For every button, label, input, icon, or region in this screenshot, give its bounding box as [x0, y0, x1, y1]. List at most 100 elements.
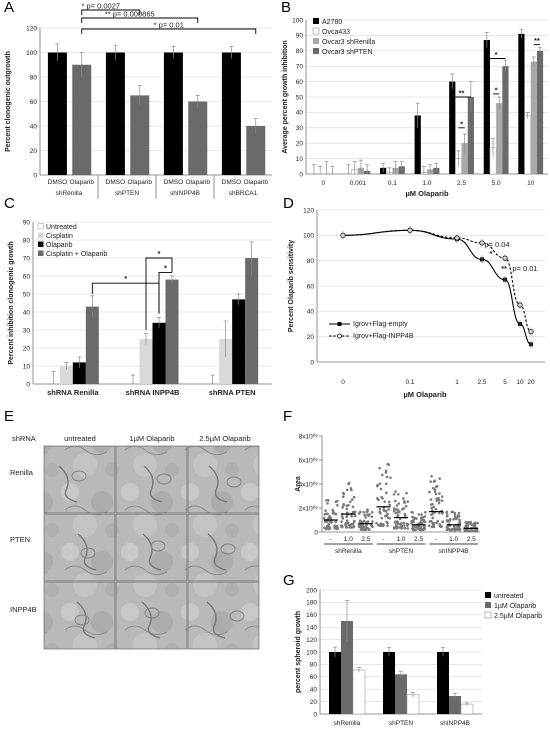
f-scatter-point	[386, 462, 389, 466]
b-bar-Ovcar3 shRenilla-10	[530, 61, 537, 174]
f-scatter-point	[386, 521, 389, 525]
f-scatter-point	[419, 516, 423, 520]
f-scatter-point	[364, 528, 368, 532]
f-scatter-point	[333, 526, 337, 530]
f-scatter-point	[445, 514, 449, 518]
a-bar-shPTEN-DMSO	[105, 52, 125, 175]
b-legend-swatch	[312, 27, 320, 35]
panel-letter-c: C	[4, 195, 15, 212]
f-scatter-point	[350, 522, 354, 526]
f-scatter-point	[334, 500, 338, 504]
f-scatter-point	[435, 521, 439, 525]
f-scatter-point	[345, 526, 349, 529]
f-scatter-point	[423, 520, 427, 524]
panel-letter-a: A	[4, 0, 14, 16]
f-scatter-point	[380, 516, 384, 520]
g-bar-untreated-shINPP4B	[437, 652, 449, 714]
f-scatter-point	[366, 513, 369, 517]
g-ytick-label: 200	[306, 587, 317, 594]
c-significance-label: *	[124, 274, 127, 283]
d-ytick-label: 80	[307, 258, 315, 265]
f-scatter-point	[423, 524, 426, 528]
a-bar-shPTEN-Olaparib	[130, 95, 150, 175]
f-scatter-point	[334, 512, 338, 516]
d-ytick-label: 0	[310, 359, 314, 366]
b-significance-label: **	[534, 36, 540, 45]
f-scatter-point	[358, 519, 362, 522]
c-significance-bracket	[91, 282, 160, 314]
d-annotation-star: *	[490, 249, 493, 258]
f-scatter-point	[429, 480, 433, 483]
c-ytick-label: 0	[26, 381, 30, 388]
g-ytick-label: 0	[313, 711, 317, 718]
f-scatter-point	[324, 527, 328, 531]
b-category-label: 0.1	[388, 180, 397, 187]
f-scatter-point	[325, 498, 328, 502]
f-scatter-point	[453, 511, 457, 515]
f-scatter-point	[449, 517, 452, 521]
a-y-axis-label: Percent clonogenic outgrowth	[5, 51, 12, 152]
a-bar-shRenilla-Olaparib	[72, 64, 92, 175]
b-bar-A2780-10	[518, 33, 525, 174]
f-scatter-point	[406, 500, 410, 504]
f-dose-label: 2.5	[467, 536, 476, 543]
f-scatter-point	[455, 517, 458, 521]
c-bar-Cisplatin + Olaparib-shRNA PTEN	[245, 258, 259, 384]
f-scatter-point	[417, 513, 421, 516]
g-category-label: shRenilla	[334, 720, 361, 727]
a-group-label: shPTEN	[115, 190, 140, 197]
f-scatter-point	[437, 496, 440, 500]
g-ytick-label: 160	[306, 612, 317, 619]
f-scatter-point	[466, 522, 470, 526]
g-category-label: shPTEN	[389, 720, 414, 727]
a-significance-bracket	[81, 17, 199, 23]
d-ytick-label: 120	[303, 207, 314, 214]
f-ytick-label: 2x10⁰⁶	[299, 504, 319, 512]
b-category-label: 0	[321, 180, 325, 187]
f-scatter-point	[366, 508, 369, 511]
f-scatter-point	[326, 512, 329, 516]
f-scatter-point	[364, 516, 368, 519]
f-scatter-point	[367, 528, 371, 531]
b-bar-Ovca433-10	[524, 115, 531, 175]
f-scatter-point	[385, 491, 388, 495]
f-scatter-point	[345, 504, 349, 508]
b-bar-Ovcar3 shPTEN-2.5	[467, 97, 474, 174]
a-ytick-label: 80	[30, 74, 38, 81]
b-legend-label: Ovcar3 shPTEN	[322, 49, 373, 56]
micrograph-cell	[187, 513, 260, 582]
f-scatter-point	[423, 527, 426, 530]
spheroid-outline	[220, 543, 236, 555]
f-scatter-point	[382, 509, 386, 512]
f-scatter-point	[386, 524, 389, 527]
b-bar-Ovcar3 shRenilla-2.5	[461, 143, 468, 174]
b-ytick-label: 50	[296, 94, 304, 101]
f-scatter-point	[336, 503, 339, 507]
spheroid-outline	[80, 547, 96, 559]
f-scatter-point	[348, 500, 352, 504]
f-scatter-point	[327, 525, 331, 529]
f-scatter-point	[377, 523, 380, 527]
c-legend-swatch	[37, 223, 44, 230]
b-legend-label: A2780	[322, 19, 342, 26]
f-scatter-point	[350, 515, 353, 518]
f-scatter-point	[387, 508, 390, 511]
f-scatter-point	[437, 501, 441, 505]
c-ytick-label: 60	[23, 273, 31, 280]
b-bar-Ovcar3 shRenilla-5.0	[496, 103, 503, 174]
f-scatter-point	[415, 525, 419, 529]
spheroid-outline	[71, 470, 87, 482]
a-significance-label: * p= 0.01	[154, 21, 184, 30]
f-scatter-point	[394, 490, 397, 493]
grid-row-renilla: Renilla	[10, 468, 34, 477]
a-condition-label: Olaparib	[185, 179, 210, 186]
a-ytick-label: 120	[26, 25, 37, 32]
f-scatter-point	[384, 510, 388, 513]
f-scatter-point	[341, 495, 345, 499]
b-ytick-label: 0	[299, 171, 303, 178]
d-y-axis-label: Percent Olaparib sensitivity	[288, 240, 295, 332]
f-scatter-point	[430, 506, 433, 510]
b-significance-label: *	[460, 119, 463, 128]
f-ytick-label: 0	[314, 529, 318, 536]
a-condition-label: Olaparib	[243, 179, 268, 186]
